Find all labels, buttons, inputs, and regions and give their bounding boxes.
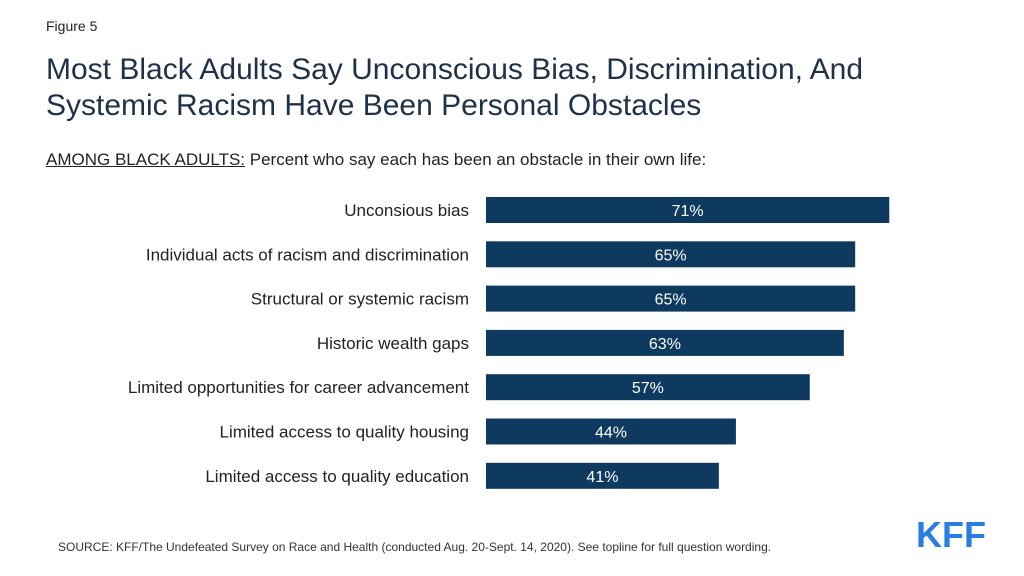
bar bbox=[486, 418, 736, 445]
bar-value-label: 44% bbox=[595, 425, 627, 442]
bar-chart: Unconsious bias 71% Individual acts of rac… bbox=[128, 197, 890, 489]
bar bbox=[486, 462, 719, 489]
chart-subtitle: AMONG BLACK ADULTS: Percent who say each… bbox=[46, 150, 706, 170]
bar-value-label: 65% bbox=[655, 292, 687, 309]
kff-logo: KFF bbox=[916, 516, 986, 552]
bar-value-label: 71% bbox=[672, 203, 704, 220]
bar bbox=[486, 329, 844, 356]
bar-value-label: 41% bbox=[586, 469, 618, 486]
category-label: Limited opportunities for career advance… bbox=[128, 378, 469, 397]
source-note: SOURCE: KFF/The Undefeated Survey on Rac… bbox=[58, 540, 772, 554]
subtitle-text: Percent who say each has been an obstacl… bbox=[249, 150, 707, 169]
category-label: Limited access to quality education bbox=[205, 467, 469, 486]
bar-value-label: 57% bbox=[632, 380, 664, 397]
bar bbox=[486, 241, 856, 268]
kff-logo-text: KFF bbox=[916, 516, 986, 552]
category-label: Unconsious bias bbox=[344, 201, 469, 220]
bar bbox=[486, 197, 890, 223]
category-label: Individual acts of racism and discrimina… bbox=[146, 245, 469, 264]
chart-title: Most Black Adults Say Unconscious Bias, … bbox=[46, 53, 864, 122]
bar-value-label: 63% bbox=[649, 336, 681, 353]
bar bbox=[486, 374, 810, 401]
subtitle-prefix: AMONG BLACK ADULTS: bbox=[46, 150, 246, 169]
bar bbox=[486, 285, 856, 312]
category-label: Limited access to quality housing bbox=[220, 423, 469, 442]
category-label: Structural or systemic racism bbox=[251, 290, 469, 309]
category-label: Historic wealth gaps bbox=[317, 334, 469, 353]
bar-value-label: 65% bbox=[655, 247, 687, 264]
figure-label: Figure 5 bbox=[46, 18, 98, 34]
